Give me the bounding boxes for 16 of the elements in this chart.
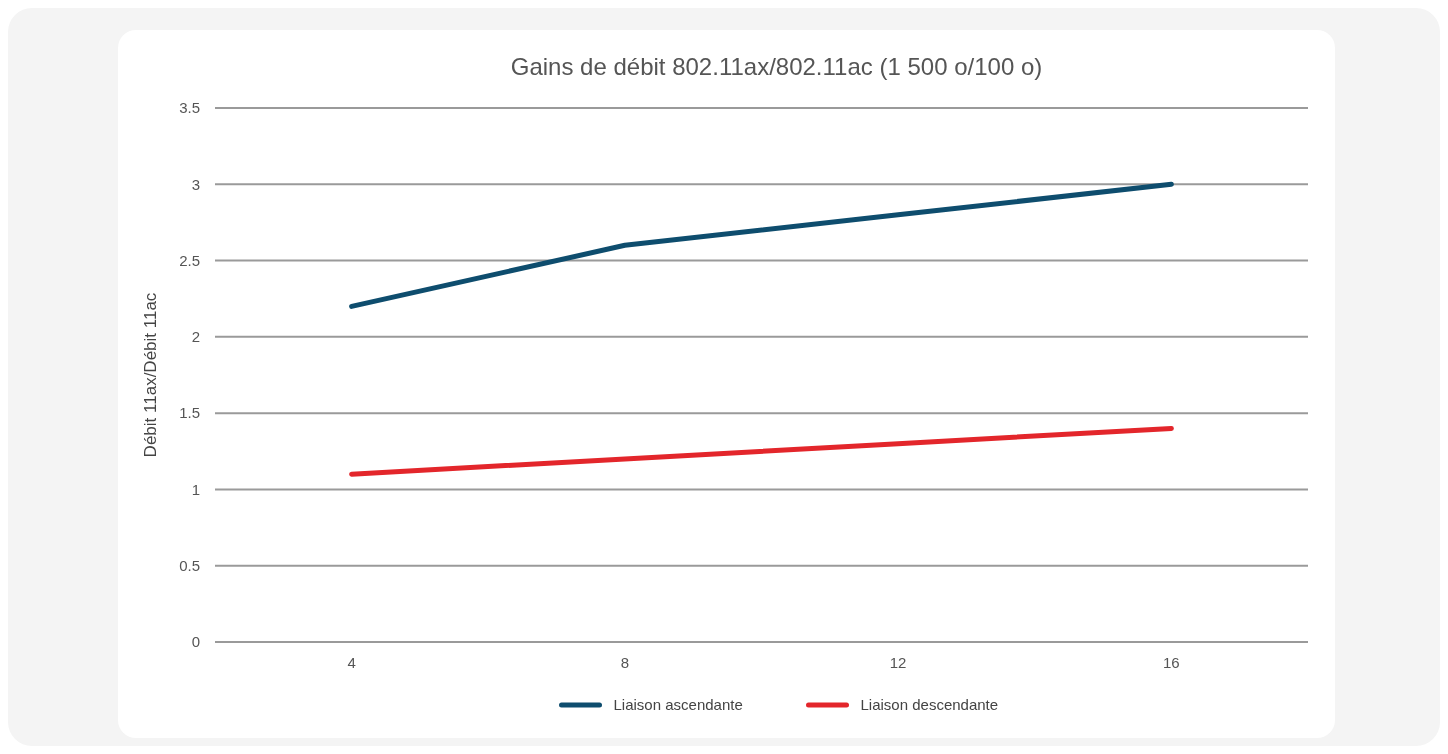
- y-tick-label: 0: [191, 633, 200, 651]
- y-axis-title: Débit 11ax/Débit 11ac: [141, 292, 160, 458]
- y-tick-label: 2: [191, 328, 200, 346]
- x-tick-label: 8: [620, 654, 630, 671]
- legend-label: Liaison ascendante: [613, 696, 743, 714]
- y-tick-label: 0.5: [179, 556, 200, 574]
- y-tick-label: 1: [191, 480, 200, 498]
- legend-label: Liaison descendante: [860, 696, 999, 714]
- chart-title: Gains de débit 802.11ax/802.11ac (1 500 o/100 o): [510, 53, 1043, 80]
- y-tick-label: 2.5: [179, 251, 200, 269]
- y-tick-label: 3: [191, 175, 200, 193]
- x-tick-label: 12: [889, 654, 907, 671]
- x-tick-label: 16: [1163, 654, 1180, 671]
- y-tick-label: 1.5: [179, 404, 200, 422]
- x-tick-label: 4: [347, 654, 356, 671]
- y-tick-label: 3.5: [179, 99, 200, 117]
